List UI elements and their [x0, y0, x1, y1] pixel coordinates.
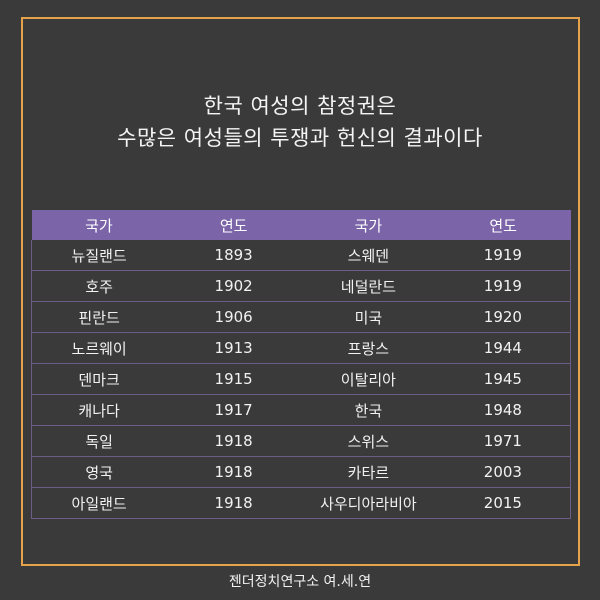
headline-line-2: 수많은 여성들의 투쟁과 헌신의 결과이다	[117, 126, 483, 150]
year-cell: 1918	[166, 425, 301, 457]
header-year-right: 연도	[435, 210, 571, 240]
year-cell: 1906	[166, 301, 301, 333]
country-cell: 미국	[301, 301, 436, 333]
year-cell: 1913	[166, 332, 301, 364]
year-cell: 1917	[166, 394, 301, 426]
country-cell: 독일	[31, 425, 167, 457]
table-row: 아일랜드 1918 사우디아라비아 2015	[31, 487, 571, 519]
table-row: 호주 1902 네덜란드 1919	[31, 270, 571, 302]
country-cell: 카타르	[301, 456, 436, 488]
country-cell: 이탈리아	[301, 363, 436, 395]
country-cell: 노르웨이	[31, 332, 167, 364]
country-cell: 스웨덴	[301, 240, 436, 271]
table-row: 캐나다 1917 한국 1948	[31, 394, 571, 426]
country-cell: 호주	[31, 270, 167, 302]
year-cell: 2015	[435, 487, 571, 519]
country-cell: 아일랜드	[31, 487, 167, 519]
country-cell: 캐나다	[31, 394, 167, 426]
table-row: 뉴질랜드 1893 스웨덴 1919	[31, 240, 571, 271]
suffrage-year-table: 국가 연도 국가 연도 뉴질랜드 1893 스웨덴 1919 호주 1902 네…	[31, 210, 571, 519]
header-country-right: 국가	[301, 210, 436, 240]
year-cell: 2003	[435, 456, 571, 488]
orange-frame	[21, 17, 580, 566]
year-cell: 1893	[166, 240, 301, 271]
country-cell: 프랑스	[301, 332, 436, 364]
table-row: 노르웨이 1913 프랑스 1944	[31, 332, 571, 364]
year-cell: 1971	[435, 425, 571, 457]
year-cell: 1948	[435, 394, 571, 426]
country-cell: 뉴질랜드	[31, 240, 167, 271]
table-header-row: 국가 연도 국가 연도	[31, 210, 571, 240]
table-row: 핀란드 1906 미국 1920	[31, 301, 571, 333]
year-cell: 1920	[435, 301, 571, 333]
year-cell: 1919	[435, 240, 571, 271]
year-cell: 1915	[166, 363, 301, 395]
header-year-left: 연도	[166, 210, 301, 240]
country-cell: 영국	[31, 456, 167, 488]
country-cell: 사우디아라비아	[301, 487, 436, 519]
country-cell: 덴마크	[31, 363, 167, 395]
table-row: 독일 1918 스위스 1971	[31, 425, 571, 457]
year-cell: 1918	[166, 487, 301, 519]
footer-credit: 젠더정치연구소 여.세.연	[228, 574, 372, 590]
year-cell: 1918	[166, 456, 301, 488]
year-cell: 1944	[435, 332, 571, 364]
table-row: 덴마크 1915 이탈리아 1945	[31, 363, 571, 395]
year-cell: 1945	[435, 363, 571, 395]
country-cell: 네덜란드	[301, 270, 436, 302]
header-country-left: 국가	[31, 210, 167, 240]
country-cell: 스위스	[301, 425, 436, 457]
country-cell: 핀란드	[31, 301, 167, 333]
year-cell: 1902	[166, 270, 301, 302]
country-cell: 한국	[301, 394, 436, 426]
headline-line-1: 한국 여성의 참정권은	[203, 94, 397, 118]
table-row: 영국 1918 카타르 2003	[31, 456, 571, 488]
year-cell: 1919	[435, 270, 571, 302]
